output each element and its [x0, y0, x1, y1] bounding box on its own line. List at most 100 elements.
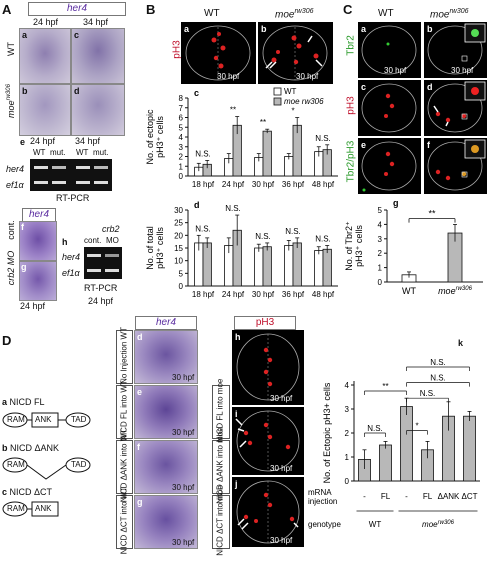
panel-D-right-label-box-2 [212, 440, 230, 494]
construct-c-name: c NICD ΔCT [2, 487, 53, 497]
domain-tad-a: TAD [71, 415, 87, 424]
panel-A-sub-b: b [22, 86, 28, 96]
panel-D-time-j: 30 hpf [270, 536, 293, 545]
panel-A-gene-header: her4 [28, 2, 126, 16]
panel-A-sub-f: f [21, 222, 24, 232]
gel-e-image [30, 159, 112, 191]
y-axis-title: No. of Ectopic pH3+ cells [322, 382, 332, 483]
panel-D-right-label-box-1 [212, 385, 230, 439]
x-tick-label: 30 hpf [252, 290, 275, 299]
significance-label: N.S. [315, 234, 331, 243]
construct-a-name: a NICD FL [2, 397, 45, 407]
y-tick-label: 5 [179, 269, 184, 278]
bar [262, 246, 272, 287]
y-tick-label: 1 [378, 264, 383, 273]
y-tick-label: 7 [179, 104, 184, 113]
y-tick-label: 5 [378, 206, 383, 215]
significance-label: * [291, 107, 294, 116]
y-tick-label: 30 [174, 206, 183, 215]
panel-C-image-f [424, 138, 487, 194]
y-tick-label: 4 [345, 381, 350, 390]
significance-label: ** [428, 209, 436, 219]
y-tick-label: 25 [174, 219, 183, 228]
genotype-moe: moerw306 [422, 520, 455, 529]
panel-B-image-a [181, 22, 256, 84]
panel-D-left-label-box-2 [116, 385, 133, 439]
y-tick-label: 10 [174, 257, 183, 266]
panel-D-image-g [134, 495, 198, 549]
y-tick-label: 8 [179, 94, 184, 103]
panel-D-sub-g: g [137, 497, 143, 507]
x-tick-label: 48 hpf [312, 180, 335, 189]
panel-D-image-j [232, 477, 304, 547]
y-axis-title: No. of totalpH3⁺ cells [146, 226, 165, 270]
panel-D-left-label-box-1 [116, 330, 133, 384]
panel-D-right-label-box-3 [212, 495, 230, 549]
x-tick-label: ΔANK [438, 492, 460, 501]
x-tick-label: 36 hpf [282, 180, 305, 189]
chart-B-d: 0 5 10 15 20 25 30 No. of totalpH3⁺ cells 18 hpf… [146, 200, 338, 299]
panel-C-col-moe: moerw306 [430, 8, 469, 21]
panel-D-image-e [134, 385, 198, 439]
panel-D-stain-header: pH3 [234, 316, 296, 330]
significance-label: ** [230, 106, 236, 115]
panel-B-sub-b: b [261, 24, 267, 34]
legend-swatch [273, 87, 282, 96]
panel-B-image-b [258, 22, 333, 84]
panel-A-image-g [19, 261, 57, 301]
bar [284, 245, 294, 287]
chart-sub-label: d [194, 200, 200, 210]
panel-A-image-d [71, 84, 125, 136]
gel-e-caption: RT-PCR [56, 193, 90, 203]
panel-C-image-a [358, 22, 421, 78]
y-tick-label: 3 [345, 405, 350, 414]
panel-A-sub-h: h [62, 237, 68, 247]
gel-e-row-ef1a: ef1α [6, 180, 24, 190]
panel-D-sub-j: j [235, 479, 238, 489]
y-tick-label: 5 [179, 123, 184, 132]
x-tick-label: - [363, 492, 366, 501]
panel-D-sub-h: h [235, 332, 241, 342]
chart-D-k: 0 1 2 3 4 No. of Ectopic pH3+ cells - FL - FL ΔANK… [308, 358, 480, 529]
panel-A-sub-g: g [21, 262, 27, 272]
panel-A-f-label: cont. [6, 220, 16, 240]
gel-h-row-her4: her4 [62, 252, 81, 262]
significance-label: ** [260, 118, 266, 127]
row-label-genotype: genotype [308, 520, 341, 529]
panel-C-sub-c: c [361, 82, 367, 92]
gel-h-image [84, 247, 122, 279]
panel-A-row-moe: moerw306 [6, 84, 16, 118]
panel-B-time-a: 30 hpf [217, 72, 240, 81]
significance-label: N.S. [195, 224, 211, 233]
panel-A-image-a [19, 28, 71, 84]
panel-A-label: A [2, 2, 12, 17]
legend-label: moe rw306 [284, 97, 324, 106]
panel-C-time-a: 30 hpf [384, 66, 407, 75]
x-tick-label: moerw306 [438, 286, 473, 296]
panel-B-sub-a: a [184, 24, 190, 34]
panel-D-gene-header: her4 [135, 316, 197, 330]
y-tick-label: 0 [179, 172, 184, 181]
panel-A-fg-gene-header: her4 [22, 208, 56, 222]
gel-h-caption-1: RT-PCR [84, 283, 118, 293]
panel-D-time-d: 30 hpf [172, 373, 195, 382]
panel-C-image-b [424, 22, 487, 78]
panel-B-time-b: 30 hpf [296, 72, 319, 81]
gel-e-time-24: 24 hpf [30, 136, 56, 146]
construct-a-diagram [2, 412, 91, 428]
panel-C-time-b: 30 hpf [451, 66, 474, 75]
panel-C-sub-b: b [427, 24, 433, 34]
x-tick-label: 24 hpf [222, 180, 245, 189]
x-tick-label: 48 hpf [312, 290, 335, 299]
panel-C-row-ph3: pH3 [345, 96, 357, 115]
panel-D-image-h [232, 330, 304, 405]
panel-D-image-f [134, 440, 198, 494]
panel-C-image-e [358, 138, 421, 194]
x-tick-label: 18 hpf [192, 290, 215, 299]
legend-swatch [273, 97, 282, 106]
legend-label: WT [284, 87, 297, 96]
significance-label: N.S. [255, 232, 271, 241]
significance-label: N.S. [315, 134, 331, 143]
significance-label: ** [382, 382, 388, 391]
